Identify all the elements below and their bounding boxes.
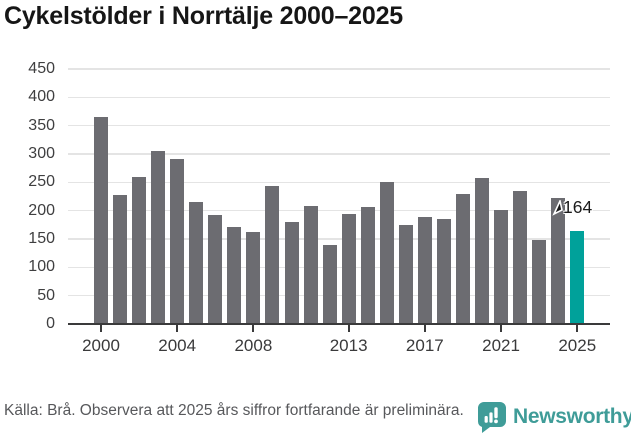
highlight-value-label: 164 (563, 197, 593, 217)
bar-2015 (379, 182, 394, 324)
x-tick-2021 (500, 324, 503, 332)
x-axis-line (68, 322, 610, 325)
bar-2012 (322, 245, 337, 324)
bar-2003 (151, 151, 166, 324)
gridline-50 (68, 294, 610, 297)
bar-2017 (417, 216, 432, 324)
bar-2001 (113, 194, 128, 324)
y-tick-label-300: 300 (28, 145, 55, 162)
x-tick-2013 (347, 324, 350, 332)
x-tick-label-2017: 2017 (405, 336, 444, 355)
bar-2014 (360, 207, 375, 324)
y-tick-label-0: 0 (46, 315, 55, 332)
gridline-400 (68, 96, 610, 99)
bar-2024 (551, 198, 566, 324)
bar-2006 (208, 215, 223, 324)
y-tick-label-100: 100 (28, 258, 55, 276)
gridline-150 (68, 238, 610, 240)
bar-2013 (341, 214, 356, 324)
bar-2021 (494, 210, 509, 324)
bar-2018 (436, 219, 451, 324)
bar-2009 (265, 186, 280, 324)
y-tick-label-200: 200 (28, 201, 55, 219)
bar-2010 (284, 222, 299, 324)
bar-2008 (246, 231, 261, 324)
source-note: Källa: Brå. Observera att 2025 års siffr… (4, 402, 464, 419)
gridline-350 (68, 124, 610, 127)
gridline-250 (68, 181, 610, 184)
bar-2000 (94, 117, 108, 324)
x-tick-label-2021: 2021 (482, 336, 520, 355)
newsworthy-branding: Newsworthy (477, 401, 631, 433)
x-tick-2025 (576, 324, 579, 332)
chart-title: Cykelstölder i Norrtälje 2000–2025 (4, 2, 403, 30)
gridline-450 (68, 68, 610, 70)
newsworthy-wordmark: Newsworthy (513, 405, 631, 428)
x-tick-2000 (100, 324, 102, 332)
bar-2004 (170, 159, 185, 324)
bar-2022 (513, 190, 528, 324)
newsworthy-logo-icon (478, 402, 506, 433)
bar-2025 (570, 231, 585, 324)
highlight-annotation: 164 (552, 197, 592, 218)
y-axis-labels: 0 50 100 150 200 250 300 350 400 450 (0, 60, 55, 332)
bar-2019 (455, 193, 470, 324)
y-tick-label-400: 400 (28, 88, 55, 106)
bar-2002 (132, 177, 147, 324)
x-tick-2017 (423, 324, 426, 332)
x-tick-2004 (176, 324, 179, 332)
bar-2007 (227, 227, 242, 324)
x-tick-label-2008: 2008 (234, 336, 273, 355)
y-tick-label-50: 50 (37, 286, 55, 304)
plot-area: 2000 2004 2008 2013 2017 2021 2025 (68, 68, 610, 355)
x-tick-label-2000: 2000 (82, 336, 120, 355)
bar-2011 (303, 205, 318, 324)
gridline-200 (68, 209, 610, 212)
x-tick-2008 (252, 324, 255, 332)
bar-2005 (189, 201, 204, 324)
bar-2016 (398, 225, 413, 324)
gridline-100 (68, 266, 610, 269)
y-tick-label-450: 450 (28, 60, 55, 77)
bar-2020 (475, 177, 489, 324)
y-tick-label-150: 150 (28, 230, 55, 247)
y-tick-label-250: 250 (28, 173, 55, 191)
x-tick-label-2025: 2025 (558, 336, 597, 355)
x-tick-label-2013: 2013 (329, 336, 368, 355)
gridline-300 (68, 153, 610, 155)
bar-2023 (532, 239, 547, 324)
annotation-pointer-icon (552, 200, 563, 216)
x-tick-label-2004: 2004 (158, 336, 197, 355)
y-tick-label-350: 350 (28, 116, 55, 134)
